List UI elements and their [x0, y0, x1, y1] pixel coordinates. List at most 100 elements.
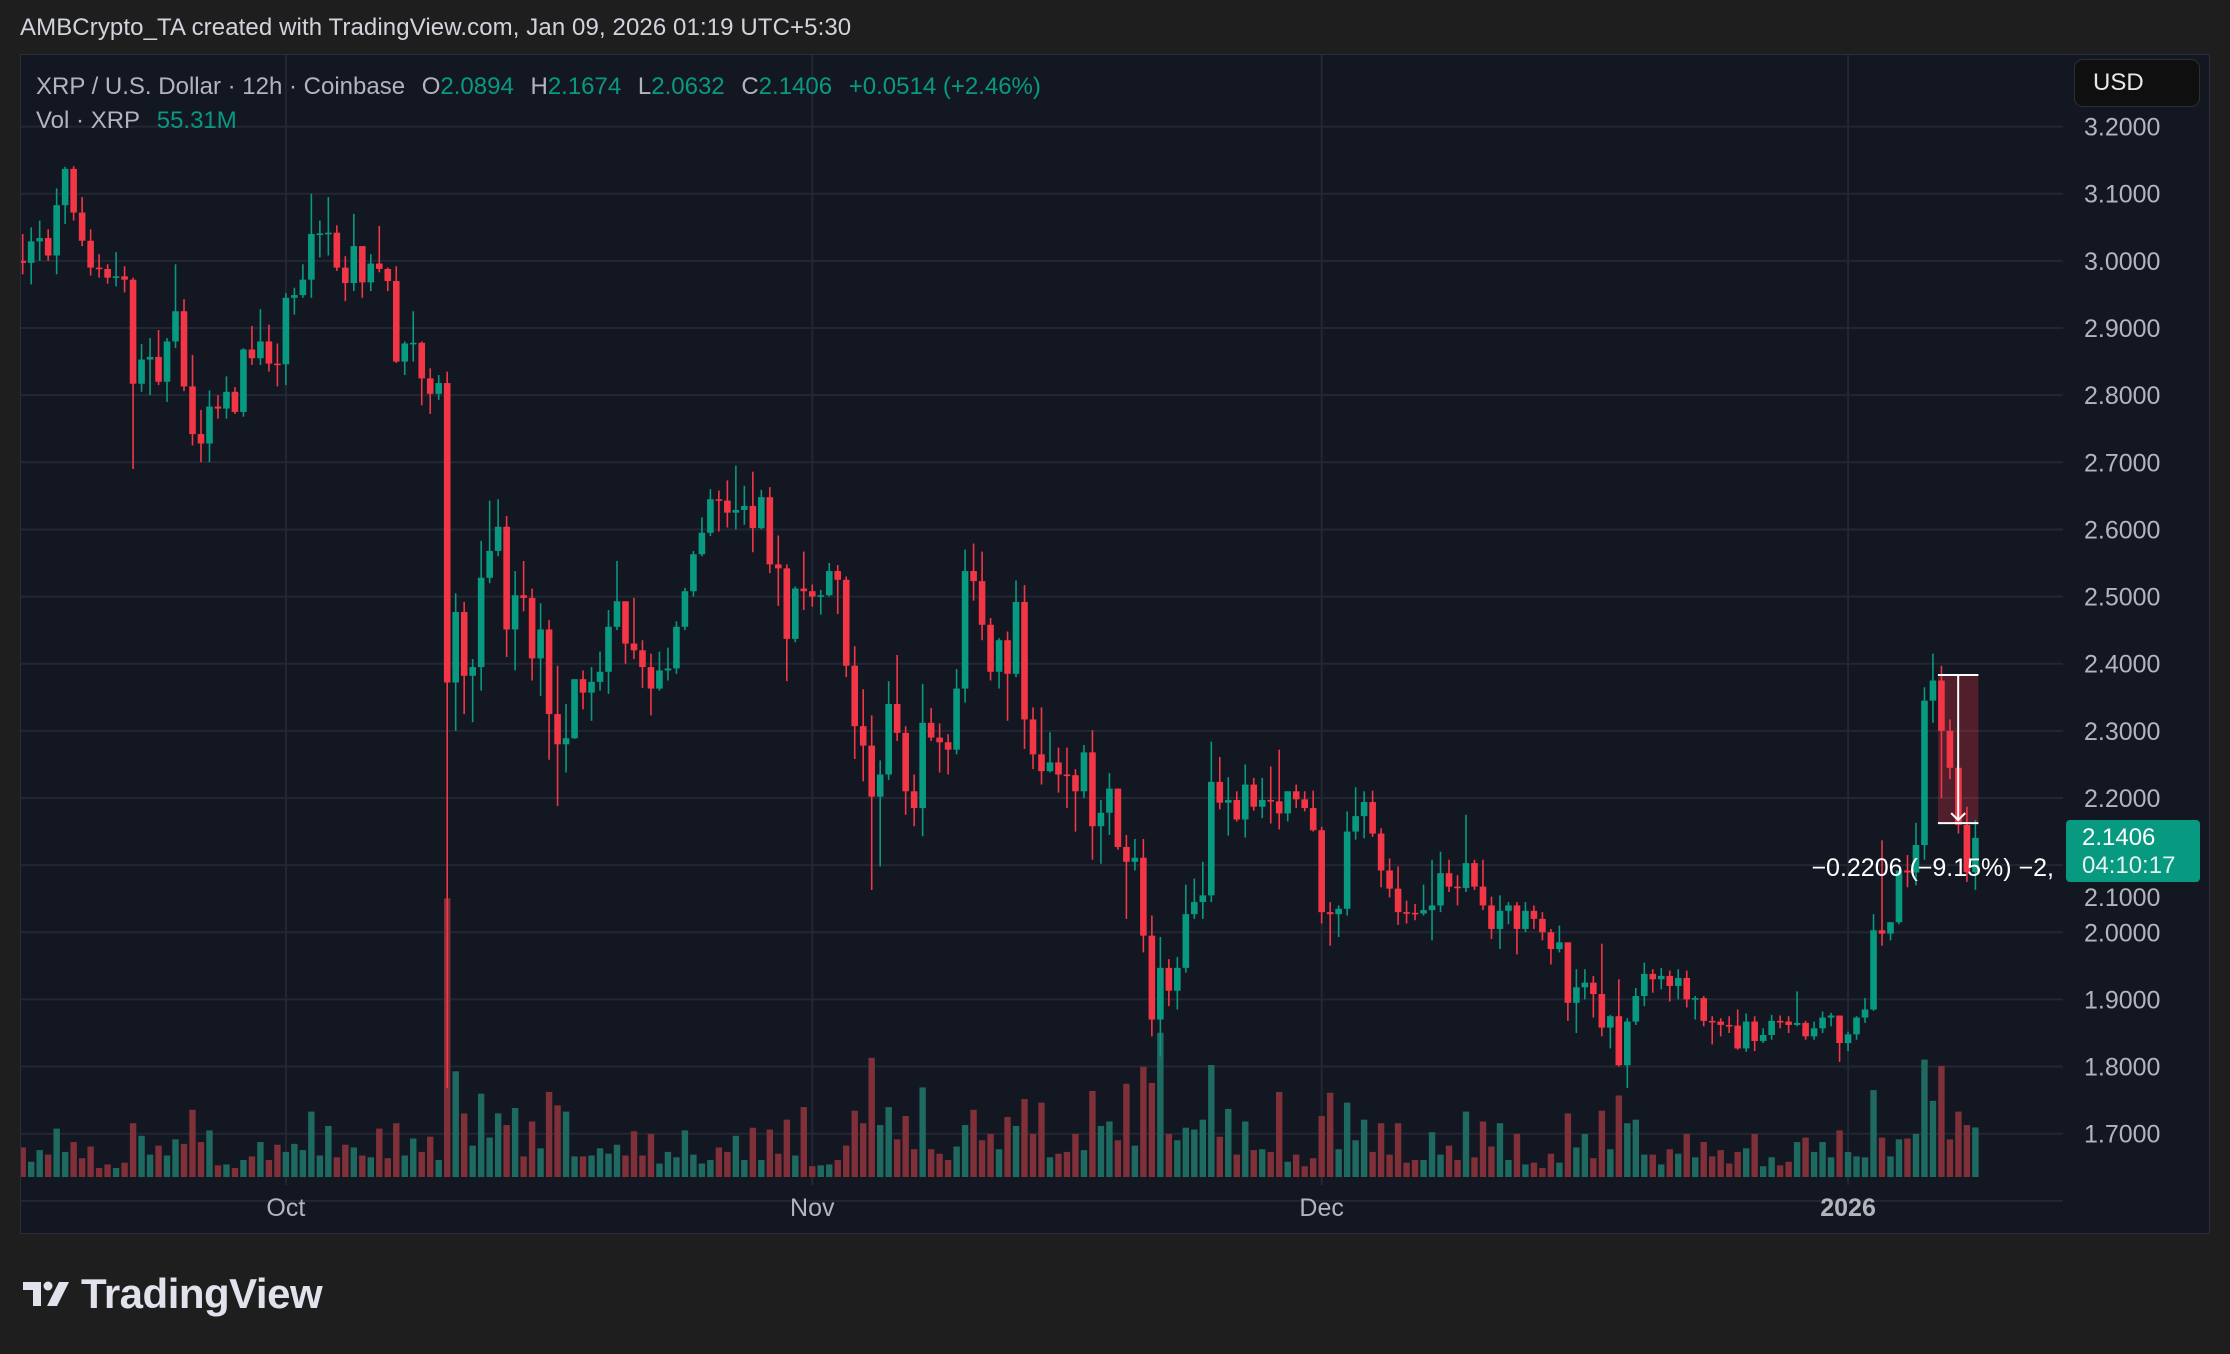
candle — [477, 540, 485, 691]
candle-body — [885, 704, 892, 775]
volume-bar — [1768, 1157, 1775, 1177]
candle-body — [333, 232, 341, 268]
candle — [715, 490, 723, 532]
candle-body — [1725, 1024, 1733, 1027]
candle — [885, 681, 892, 780]
price-tick-label: 2.2000 — [2084, 785, 2160, 813]
volume-bar — [231, 1168, 239, 1177]
candle-body — [1751, 1021, 1758, 1042]
candle — [613, 560, 621, 631]
candle — [1972, 819, 1979, 890]
legend-symbol-row: XRP / U.S. Dollar · 12h · Coinbase O2.08… — [36, 70, 1041, 104]
candle-body — [936, 737, 943, 743]
volume-bar — [1904, 1138, 1911, 1177]
candle-body — [1437, 873, 1444, 906]
volume-bar — [460, 1113, 468, 1177]
candle — [1097, 800, 1105, 864]
volume-bar — [809, 1166, 816, 1177]
candle-body — [1454, 886, 1461, 889]
candle-body — [554, 714, 561, 745]
candle — [1708, 1016, 1716, 1045]
volume-bar — [1887, 1156, 1894, 1177]
candle-body — [1140, 857, 1147, 936]
candle — [724, 480, 731, 528]
candle — [274, 343, 281, 387]
price-axis[interactable]: 3.2000 3.1000 3.0000 2.9000 2.8000 2.7000 2.60… — [2084, 114, 2160, 1149]
candle — [435, 375, 443, 400]
close-value: 2.1406 — [758, 73, 833, 100]
candle — [104, 264, 111, 284]
candle — [571, 679, 578, 739]
volume-bar — [1776, 1165, 1784, 1177]
volume-bar — [1394, 1123, 1402, 1177]
volume-bar — [1912, 1133, 1920, 1177]
volume-bar — [1326, 1092, 1334, 1177]
candle-body — [1029, 719, 1037, 755]
candle-body — [1827, 1015, 1835, 1018]
open-label: O — [421, 73, 441, 100]
candle — [1250, 777, 1258, 811]
candle — [121, 266, 128, 293]
candle-body — [1021, 601, 1028, 720]
candle-body — [248, 349, 256, 359]
volume-bar — [1785, 1161, 1792, 1177]
volume-bar — [1276, 1091, 1283, 1177]
measure-tool-lines[interactable]: −0.2206 (−9.15%) −2, — [1811, 673, 2054, 882]
volume-bar — [792, 1155, 799, 1177]
candle-body — [1063, 774, 1071, 777]
candle-body — [1182, 914, 1190, 968]
candle-body — [163, 341, 171, 382]
volume-bar — [1089, 1090, 1096, 1177]
candle-body — [27, 241, 35, 263]
price-tick-label: 2.1000 — [2084, 884, 2160, 912]
currency-button[interactable]: USD — [2074, 59, 2200, 107]
candle-body — [868, 745, 875, 797]
volume-label[interactable]: Vol · XRP — [36, 107, 141, 134]
candle — [1318, 826, 1325, 924]
volume-value: 55.31M — [156, 107, 237, 134]
volume-bar — [1411, 1159, 1419, 1177]
volume-bar — [435, 1159, 442, 1177]
candle — [1802, 1020, 1809, 1040]
candle-body — [409, 342, 417, 345]
candle — [647, 653, 655, 716]
candle — [1615, 979, 1623, 1067]
candle-body — [1912, 844, 1920, 873]
time-tick-label: Oct — [266, 1194, 305, 1222]
volume-bar — [21, 1147, 26, 1177]
volume-bar — [1590, 1158, 1597, 1177]
candle-body — [511, 595, 519, 630]
candle — [375, 225, 383, 273]
candle-body — [1590, 982, 1597, 995]
volume-bar — [978, 1140, 986, 1177]
volume-bar — [1836, 1130, 1843, 1177]
candle — [1462, 814, 1470, 892]
candle-body — [1870, 930, 1877, 1010]
candle-body — [961, 571, 969, 689]
candle — [1657, 967, 1665, 990]
time-axis[interactable]: Oct Nov Dec 2026 — [266, 1194, 1875, 1222]
volume-bar — [1445, 1145, 1453, 1177]
price-tick-label: 1.7000 — [2084, 1121, 2160, 1149]
candle-body — [1080, 752, 1088, 792]
candle-body — [1250, 784, 1258, 807]
tradingview-logo[interactable]: TradingView — [23, 1270, 323, 1318]
candle-body — [392, 281, 400, 362]
candle-body — [1734, 1025, 1741, 1049]
candle-body — [1581, 982, 1589, 988]
change-value: +0.0514 (+2.46%) — [848, 73, 1041, 100]
candle — [1768, 1014, 1775, 1040]
candle — [469, 659, 476, 723]
volume-bar — [503, 1125, 510, 1177]
candle-body — [1267, 800, 1275, 802]
symbol-description[interactable]: XRP / U.S. Dollar · 12h · Coinbase — [36, 73, 406, 100]
candle — [1691, 996, 1699, 1020]
candle-body — [647, 667, 655, 689]
volume-bar — [206, 1130, 213, 1177]
candle — [1140, 838, 1147, 953]
candle — [1505, 902, 1512, 925]
candle-body — [656, 670, 663, 689]
volume-bar — [1556, 1162, 1563, 1177]
candle-body — [1394, 888, 1402, 913]
